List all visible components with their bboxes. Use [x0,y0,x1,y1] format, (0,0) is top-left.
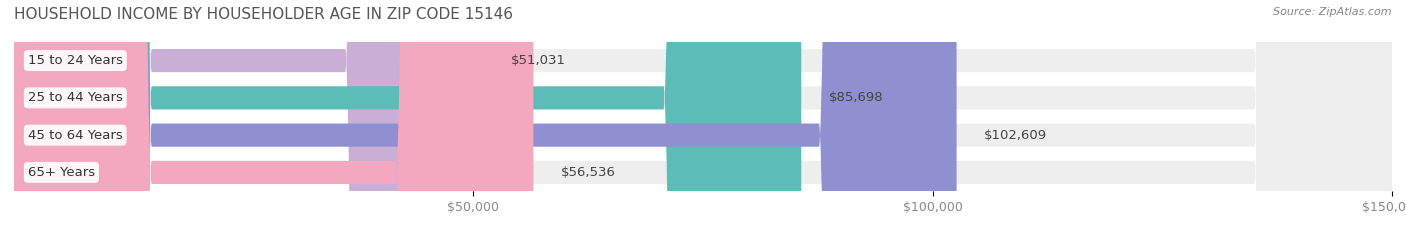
FancyBboxPatch shape [14,0,1392,233]
FancyBboxPatch shape [14,0,1392,233]
Text: $102,609: $102,609 [984,129,1047,142]
Text: 65+ Years: 65+ Years [28,166,96,179]
Text: 25 to 44 Years: 25 to 44 Years [28,91,122,104]
FancyBboxPatch shape [14,0,1392,233]
Text: $56,536: $56,536 [561,166,616,179]
FancyBboxPatch shape [14,0,801,233]
FancyBboxPatch shape [14,0,1392,233]
FancyBboxPatch shape [14,0,482,233]
FancyBboxPatch shape [14,0,956,233]
Text: $85,698: $85,698 [828,91,883,104]
Text: 15 to 24 Years: 15 to 24 Years [28,54,122,67]
Text: HOUSEHOLD INCOME BY HOUSEHOLDER AGE IN ZIP CODE 15146: HOUSEHOLD INCOME BY HOUSEHOLDER AGE IN Z… [14,7,513,22]
Text: $51,031: $51,031 [510,54,565,67]
Text: Source: ZipAtlas.com: Source: ZipAtlas.com [1274,7,1392,17]
Text: 45 to 64 Years: 45 to 64 Years [28,129,122,142]
FancyBboxPatch shape [14,0,533,233]
